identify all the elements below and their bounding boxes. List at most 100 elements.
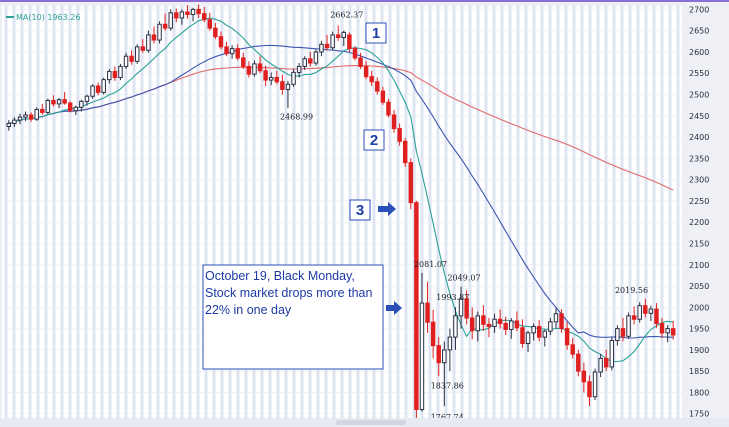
candle-body-up	[80, 101, 83, 107]
candle-body-down	[175, 13, 178, 18]
candle	[35, 107, 38, 121]
candle-body-down	[281, 82, 284, 90]
candle-body-up	[320, 44, 323, 52]
candle-body-down	[487, 324, 490, 326]
candle-body-up	[286, 84, 289, 89]
candle-body-down	[398, 129, 401, 142]
candle-body-up	[549, 322, 552, 331]
candle-body-down	[264, 71, 267, 80]
candle-body-up	[230, 49, 233, 54]
candle-body-down	[403, 141, 406, 162]
candle-body-up	[119, 66, 122, 77]
candle-body-up	[599, 358, 602, 372]
candle	[158, 21, 161, 43]
candle-body-down	[236, 49, 239, 58]
candle-body-down	[387, 102, 390, 115]
y-tick-label: 1900	[689, 346, 709, 355]
candle-body-up	[610, 341, 613, 367]
candle	[119, 64, 122, 80]
candle-body-down	[208, 20, 211, 29]
value-label: 2019.56	[615, 286, 648, 295]
candle-body-down	[130, 56, 133, 61]
candle-body-down	[258, 64, 261, 71]
candle	[638, 302, 641, 322]
candle-body-down	[242, 58, 245, 67]
candle	[610, 337, 613, 370]
candle-body-up	[108, 72, 111, 80]
candle-body-up	[135, 47, 138, 61]
y-tick-label: 2100	[689, 261, 709, 270]
candle-body-up	[46, 100, 49, 112]
top-frame-line	[0, 0, 729, 2]
candle-body-down	[632, 316, 635, 319]
candle	[348, 32, 351, 52]
candle-body-up	[169, 13, 172, 28]
candle-body-up	[147, 35, 150, 50]
candle-body-down	[498, 319, 501, 323]
candle-body-down	[437, 346, 440, 363]
candle-body-up	[297, 66, 300, 72]
y-tick-label: 1750	[689, 410, 709, 419]
candle-body-down	[141, 47, 144, 50]
candle-body-down	[431, 322, 434, 345]
candle-body-up	[158, 24, 161, 40]
candle-body-up	[627, 316, 630, 336]
y-tick-label: 2450	[689, 112, 709, 121]
y-tick-label: 2350	[689, 154, 709, 163]
candle-body-up	[303, 59, 306, 67]
candle	[593, 369, 596, 400]
candle-body-up	[7, 123, 10, 126]
candle	[353, 46, 356, 60]
candle-body-down	[225, 47, 228, 54]
candle-body-down	[621, 329, 624, 337]
candle-body-down	[560, 314, 563, 329]
y-tick-label: 2150	[689, 239, 709, 248]
candle-body-up	[18, 117, 21, 120]
candle-body-down	[364, 66, 367, 76]
candle-body-down	[163, 24, 166, 28]
candle-body-down	[219, 37, 222, 47]
candle	[169, 9, 172, 30]
candle-body-up	[448, 337, 451, 350]
candle-body-down	[275, 78, 278, 82]
candle-body-up	[102, 80, 105, 93]
candle-body-up	[420, 303, 423, 409]
candle-body-down	[197, 9, 200, 13]
candle-body-down	[515, 321, 518, 328]
legend-label: MA(10) 1963.26	[16, 13, 80, 22]
candle-body-down	[671, 329, 674, 335]
scroll-thumb[interactable]	[336, 420, 406, 425]
candle-body-up	[454, 316, 457, 337]
candle-body-down	[113, 72, 116, 78]
candle-body-down	[41, 109, 44, 112]
candle-body-up	[649, 309, 652, 313]
marker-2-label: 2	[370, 132, 378, 149]
candle-body-down	[359, 58, 362, 67]
candle-body-down	[571, 345, 574, 354]
candle-body-up	[124, 56, 127, 66]
marker-1-label: 1	[372, 25, 380, 42]
candle-body-up	[24, 115, 27, 117]
candle-body-down	[348, 35, 351, 49]
candle-body-down	[247, 66, 250, 74]
y-tick-label: 2550	[689, 69, 709, 78]
candle-body-down	[521, 328, 524, 344]
candle-body-up	[543, 331, 546, 337]
candle-body-down	[186, 12, 189, 15]
candle-body-up	[666, 329, 669, 333]
candle-body-down	[370, 77, 373, 82]
candle	[627, 312, 630, 338]
candle-body-down	[202, 14, 205, 20]
candle-body-up	[476, 316, 479, 331]
candle-body-up	[342, 32, 345, 37]
value-label: 2049.07	[447, 273, 480, 282]
candle-body-up	[35, 109, 38, 119]
candle	[135, 44, 138, 64]
candle-body-up	[554, 314, 557, 322]
candle-body-up	[314, 52, 317, 63]
y-tick-label: 1800	[689, 388, 709, 397]
candle-body-down	[426, 303, 429, 322]
marker-2: 2	[364, 130, 384, 150]
